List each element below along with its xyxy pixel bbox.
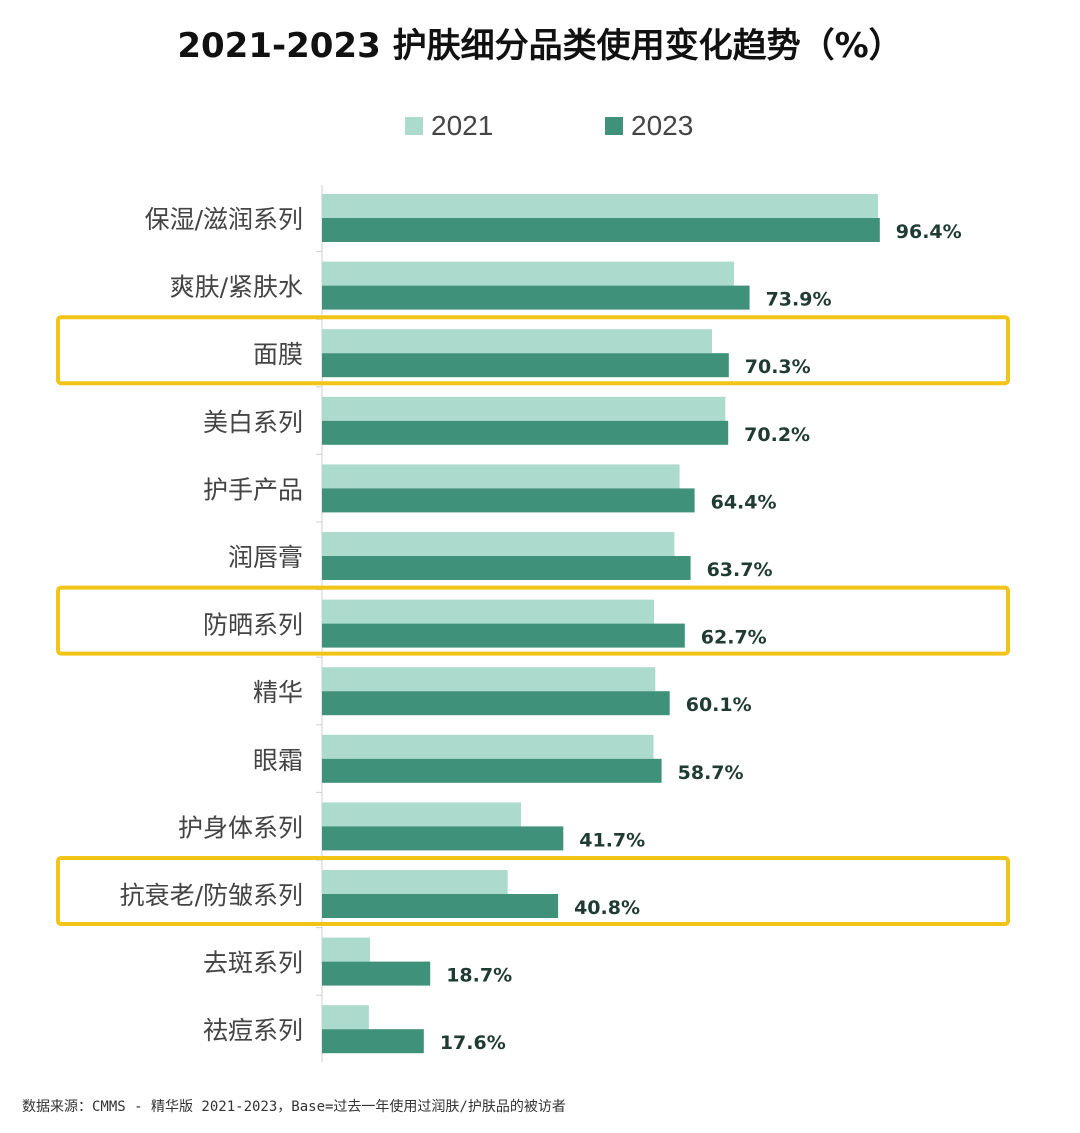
bar-2021 — [322, 802, 521, 827]
data-label: 70.2% — [744, 424, 810, 446]
bar-2023 — [322, 488, 695, 513]
legend-label-2021: 2021 — [431, 110, 494, 141]
bar-2023 — [322, 420, 729, 445]
bar-2021 — [322, 599, 655, 624]
bar-2021 — [322, 194, 878, 218]
category-label: 面膜 — [253, 340, 303, 369]
legend: 2021 2023 — [0, 110, 1080, 150]
bar-2021 — [322, 396, 726, 421]
data-label: 60.1% — [686, 694, 752, 716]
legend-item-2023: 2023 — [605, 110, 693, 142]
bar-2023 — [322, 285, 750, 310]
data-label: 41.7% — [579, 829, 645, 851]
category-label: 祛痘系列 — [203, 1016, 303, 1045]
category-label: 爽肤/紧肤水 — [170, 273, 303, 302]
data-label: 73.9% — [766, 289, 832, 311]
bar-2021 — [322, 329, 712, 354]
category-label: 润唇膏 — [228, 543, 303, 572]
data-label: 64.4% — [711, 491, 777, 513]
category-label: 防晒系列 — [203, 611, 303, 640]
highlight-box — [56, 315, 1010, 386]
bar-2023 — [322, 894, 559, 918]
legend-swatch-2021 — [405, 117, 423, 135]
category-label: 抗衰老/防皱系列 — [120, 881, 303, 910]
bar-2021 — [322, 532, 675, 556]
bar-2021 — [322, 734, 654, 759]
category-label: 保湿/滋润系列 — [145, 205, 303, 234]
bar-2023 — [322, 218, 880, 242]
bar-2023 — [322, 556, 691, 580]
highlight-box — [56, 856, 1010, 926]
bar-2021 — [322, 261, 734, 286]
bar-2023 — [322, 961, 431, 986]
category-label: 护手产品 — [203, 475, 303, 504]
bar-2023 — [322, 1029, 424, 1054]
data-label: 96.4% — [896, 221, 962, 243]
legend-item-2021: 2021 — [405, 110, 493, 142]
category-label: 眼霜 — [253, 746, 303, 775]
category-label: 美白系列 — [203, 408, 303, 437]
bar-2023 — [322, 623, 685, 648]
legend-label-2023: 2023 — [631, 110, 694, 141]
chart-title: 2021-2023 护肤细分品类使用变化趋势（%） — [177, 26, 903, 66]
bar-2023 — [322, 826, 564, 851]
legend-swatch-2023 — [605, 117, 623, 135]
source-note: 数据来源：CMMS - 精华版 2021-2023，Base=过去一年使用过润肤… — [22, 1099, 566, 1115]
category-label: 精华 — [253, 678, 303, 707]
data-label: 63.7% — [707, 559, 773, 581]
bar-2021 — [322, 937, 370, 962]
bar-2021 — [322, 464, 680, 489]
data-label: 62.7% — [701, 627, 767, 649]
bar-2023 — [322, 691, 670, 716]
data-label: 70.3% — [745, 356, 811, 378]
bar-2023 — [322, 758, 662, 783]
highlight-box — [56, 585, 1010, 656]
data-label: 17.6% — [440, 1032, 506, 1054]
bar-2023 — [322, 353, 729, 378]
data-label: 18.7% — [446, 965, 512, 987]
data-label: 58.7% — [678, 762, 744, 784]
category-label: 去斑系列 — [203, 949, 303, 978]
bar-2021 — [322, 1005, 369, 1030]
bar-2021 — [322, 870, 508, 894]
data-label: 40.8% — [574, 897, 640, 919]
bar-2021 — [322, 667, 656, 692]
category-label: 护身体系列 — [178, 813, 303, 842]
